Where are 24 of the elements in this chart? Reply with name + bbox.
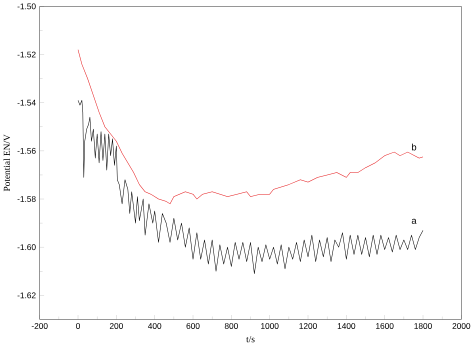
y-tick-label: -1.52 <box>18 52 36 58</box>
x-tick-label: 1600 <box>376 323 394 330</box>
x-axis-title: t/s <box>246 336 255 342</box>
x-tick-label: 1000 <box>261 323 279 330</box>
y-tick-label: -1.54 <box>18 100 36 106</box>
y-tick-label: -1.58 <box>18 196 36 202</box>
series-label: b <box>412 144 416 151</box>
x-tick-label: 600 <box>186 323 200 330</box>
x-tick-label: 1400 <box>338 323 356 330</box>
y-tick-label: -1.56 <box>18 148 36 154</box>
x-tick-label: 1200 <box>299 323 317 330</box>
series-label: a <box>412 218 417 224</box>
x-tick-label: -200 <box>32 323 48 330</box>
x-tick-label: 400 <box>148 323 162 330</box>
x-tick-label: 200 <box>110 323 123 330</box>
y-axis-title: Potential EN/V <box>3 134 10 192</box>
x-tick-label: 2000 <box>452 323 470 330</box>
y-tick-label: -1.62 <box>18 292 36 298</box>
y-tick-label: -1.50 <box>18 4 36 10</box>
x-tick-label: 1800 <box>414 323 432 330</box>
x-tick-label: 0 <box>76 323 80 330</box>
line-series <box>78 100 424 274</box>
y-tick-label: -1.60 <box>18 244 36 250</box>
x-tick-label: 800 <box>224 323 238 330</box>
